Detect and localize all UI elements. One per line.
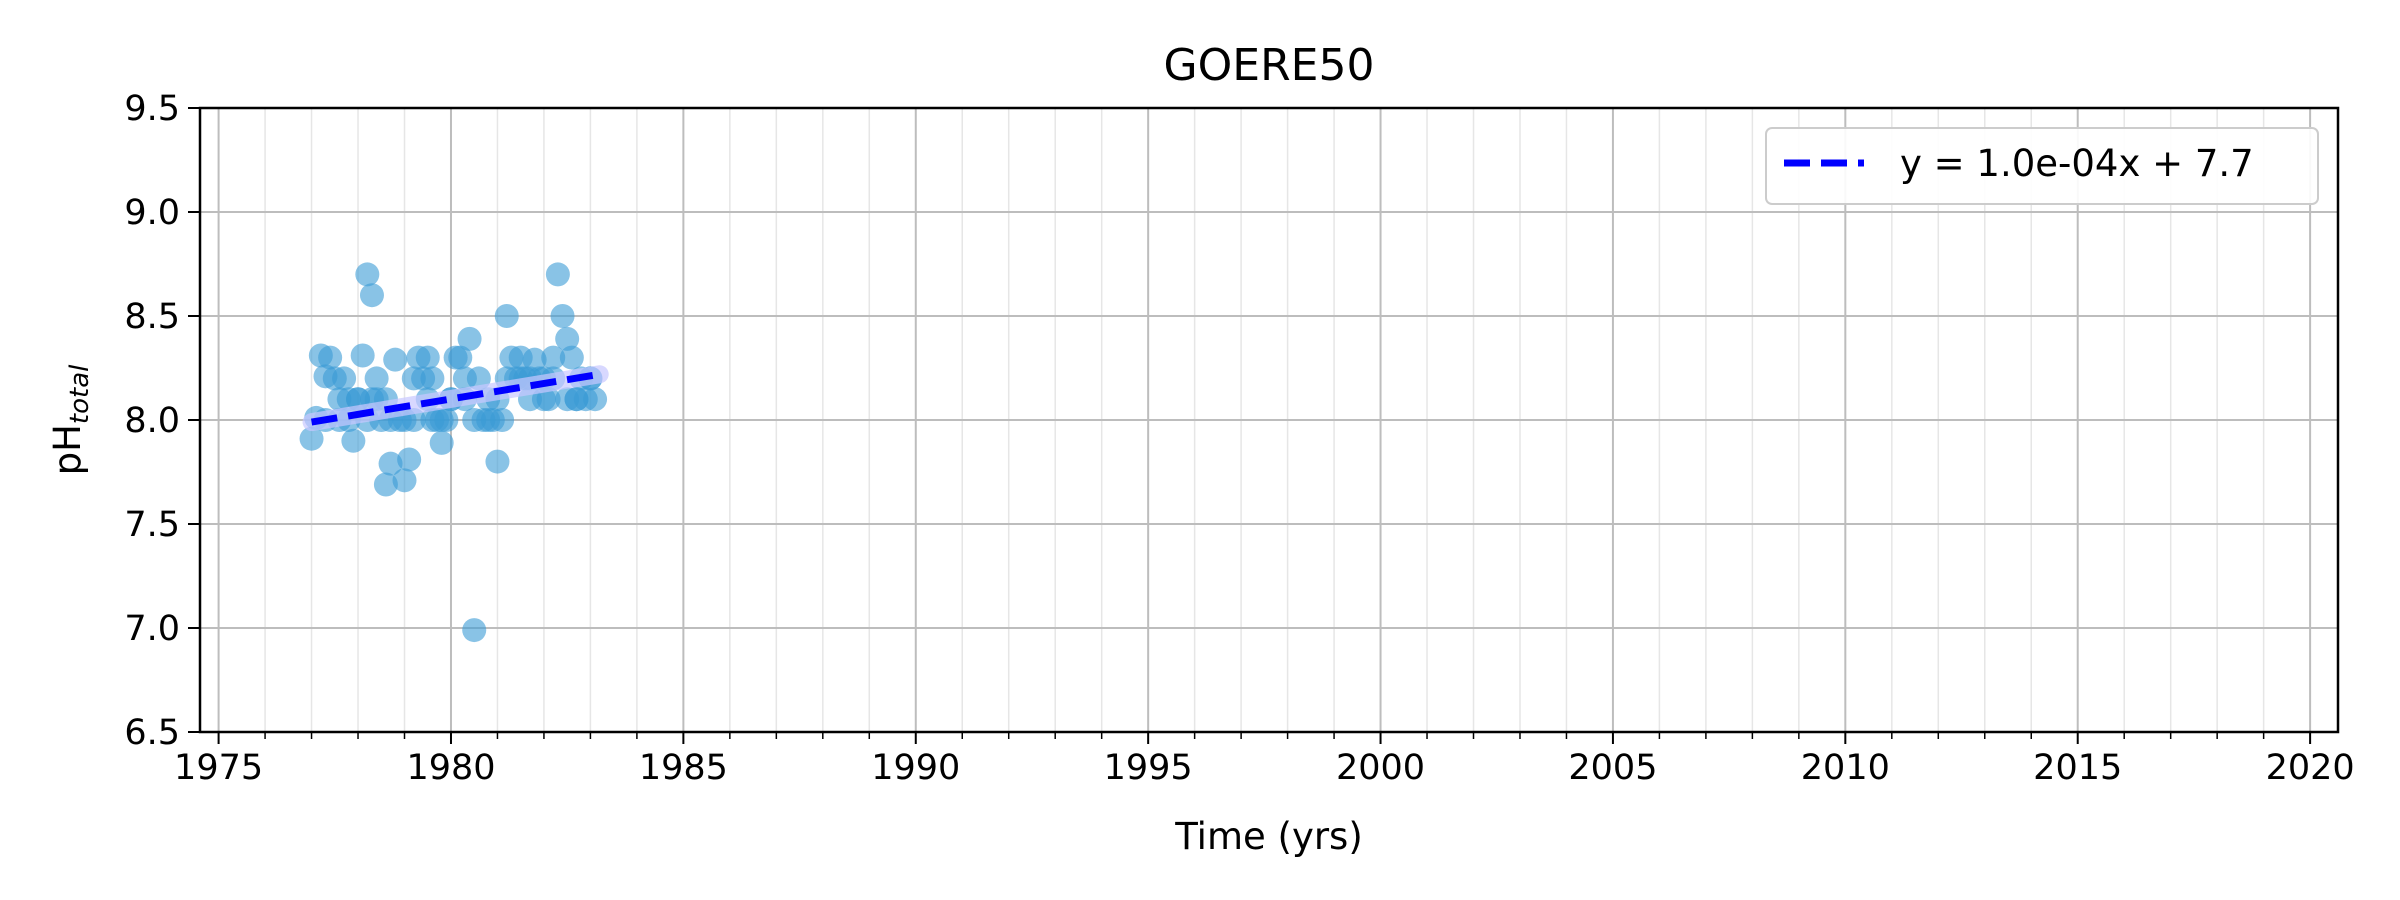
- scatter-point: [494, 304, 519, 328]
- scatter-point: [392, 468, 417, 493]
- scatter-point: [541, 345, 566, 370]
- x-tick-label: 1985: [639, 748, 728, 788]
- scatter-point: [462, 618, 487, 643]
- y-axis-title: pHtotal: [46, 364, 95, 476]
- scatter-point: [332, 366, 357, 391]
- scatter-point: [545, 262, 570, 287]
- scatter-point: [359, 283, 384, 308]
- x-tick-label: 1980: [406, 748, 495, 788]
- x-axis-title: Time (yrs): [1174, 815, 1363, 858]
- y-tick-label: 6.5: [124, 713, 180, 753]
- chart-title: GOERE50: [1164, 40, 1375, 91]
- scatter-point: [583, 387, 608, 412]
- trendline: [302, 365, 609, 432]
- y-tick-label: 8.0: [124, 401, 180, 441]
- x-tick-label: 2005: [1568, 748, 1657, 788]
- x-tick-label: 1995: [1104, 748, 1193, 788]
- scatter-point: [429, 430, 454, 455]
- scatter-point: [420, 366, 445, 391]
- scatter-point: [401, 366, 426, 391]
- legend-trendline-label: y = 1.0e-04x + 7.7: [1900, 142, 2254, 185]
- scatter-point: [350, 343, 375, 368]
- x-tick-label: 1975: [174, 748, 263, 788]
- x-tick-label: 1990: [871, 748, 960, 788]
- trendline-line: [310, 370, 601, 426]
- scatter-point: [420, 408, 445, 432]
- y-axis-title-main: pH: [46, 424, 89, 475]
- x-tick-labels: 1975 1980 1985 1990 1995 2000 2005 2010 2015 2020: [174, 748, 2355, 788]
- legend-box: [1765, 127, 2319, 205]
- scatter-point: [378, 451, 403, 476]
- scatter-point: [299, 426, 324, 451]
- x-tick-label: 2000: [1336, 748, 1425, 788]
- scatter-point: [448, 345, 473, 370]
- scatter-point: [364, 366, 389, 391]
- scatter-point: [559, 345, 584, 370]
- y-axis-title-subscript: total: [65, 364, 95, 424]
- y-tick-label: 7.0: [124, 609, 180, 649]
- scatter-point: [550, 304, 575, 328]
- x-tick-label: 2015: [2033, 748, 2122, 788]
- scatter-point: [355, 262, 380, 287]
- x-tick-label: 2010: [1801, 748, 1890, 788]
- x-tick-label: 2020: [2266, 748, 2355, 788]
- scatter-point: [341, 428, 366, 453]
- scatter-point: [383, 347, 408, 372]
- scatter-point: [373, 472, 398, 497]
- scatter-point: [318, 345, 343, 370]
- scatter-point: [522, 347, 547, 372]
- y-tick-labels: 6.5 7.0 7.5 8.0 8.5 9.0 9.5: [124, 89, 180, 753]
- y-tick-label: 8.5: [124, 297, 180, 337]
- y-tick-label: 7.5: [124, 505, 180, 545]
- legend: y = 1.0e-04x + 7.7: [1765, 127, 2319, 205]
- scatter-point: [457, 326, 482, 351]
- scatter-point: [327, 387, 352, 412]
- y-tick-label: 9.5: [124, 89, 180, 129]
- axis-ticks: [188, 107, 2312, 744]
- scatter-point: [555, 326, 580, 351]
- scatter-point: [485, 449, 510, 474]
- scatter-point: [490, 408, 515, 432]
- scatter-point: [555, 387, 580, 412]
- scatter-point: [462, 408, 487, 432]
- y-tick-label: 9.0: [124, 193, 180, 233]
- scatter-point: [415, 345, 440, 370]
- scatter-point: [397, 447, 422, 472]
